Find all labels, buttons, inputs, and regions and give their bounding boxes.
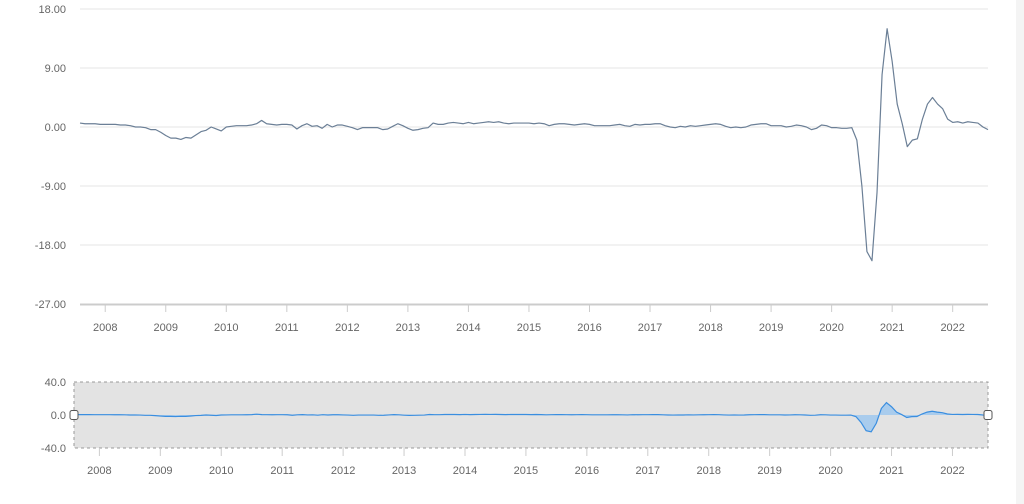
navigator-x-tick-label: 2022 bbox=[940, 465, 964, 477]
navigator-x-tick-label: 2021 bbox=[879, 465, 903, 477]
main-series bbox=[79, 28, 989, 262]
page-scrollbar-strip bbox=[1016, 0, 1024, 504]
x-tick-label: 2014 bbox=[456, 322, 480, 334]
navigator-x-tick-label: 2020 bbox=[818, 465, 842, 477]
navigator-x-tick-label: 2008 bbox=[87, 465, 111, 477]
y-tick-label: -9.00 bbox=[41, 181, 66, 193]
navigator-x-tick-label: 2012 bbox=[331, 465, 355, 477]
y-tick-label: 18.00 bbox=[38, 4, 66, 16]
navigator-right-handle[interactable] bbox=[983, 410, 993, 420]
x-tick-label: 2010 bbox=[214, 322, 238, 334]
navigator-x-tick-label: 2014 bbox=[453, 465, 477, 477]
x-tick-label: 2019 bbox=[759, 322, 783, 334]
main-y-axis: 18.00 9.00 0.00 -9.00 -18.00 -27.00 bbox=[35, 4, 66, 311]
x-tick-label: 2017 bbox=[638, 322, 662, 334]
x-tick-label: 2016 bbox=[577, 322, 601, 334]
navigator-x-tick-label: 2016 bbox=[575, 465, 599, 477]
navigator-x-tick-label: 2017 bbox=[636, 465, 660, 477]
x-tick-label: 2021 bbox=[880, 322, 904, 334]
x-tick-label: 2018 bbox=[698, 322, 722, 334]
x-tick-label: 2015 bbox=[517, 322, 541, 334]
navigator-handles[interactable] bbox=[69, 410, 993, 420]
navigator-series bbox=[73, 401, 989, 433]
navigator-y-tick-label: 0.0 bbox=[51, 410, 66, 422]
navigator-x-tick-label: 2011 bbox=[270, 465, 294, 477]
main-series-line bbox=[79, 28, 989, 262]
navigator-x-tick-label: 2015 bbox=[514, 465, 538, 477]
navigator-left-handle[interactable] bbox=[69, 410, 79, 420]
x-tick-label: 2020 bbox=[819, 322, 843, 334]
x-tick-label: 2012 bbox=[335, 322, 359, 334]
x-tick-label: 2011 bbox=[275, 322, 299, 334]
y-tick-label: -27.00 bbox=[35, 299, 66, 311]
main-x-axis: 2008 2009 2010 2011 2012 2013 2014 2015 2016 2017… bbox=[93, 305, 965, 334]
navigator-y-axis: 40.0 0.0 -40.0 bbox=[41, 377, 66, 455]
x-tick-label: 2022 bbox=[940, 322, 964, 334]
navigator-line bbox=[73, 401, 989, 433]
navigator-x-tick-label: 2010 bbox=[209, 465, 233, 477]
y-tick-label: 9.00 bbox=[45, 63, 66, 75]
y-tick-label: -18.00 bbox=[35, 240, 66, 252]
main-chart: 18.009.000.00-9.00-18.00-27.00 2008 2009 2… bbox=[35, 4, 989, 334]
navigator-y-tick-label: -40.0 bbox=[41, 443, 66, 455]
navigator-x-tick-label: 2019 bbox=[757, 465, 781, 477]
navigator-y-tick-label: 40.0 bbox=[45, 377, 66, 389]
navigator-x-tick-label: 2009 bbox=[148, 465, 172, 477]
navigator-chart[interactable]: 40.0 0.0 -40.0 2008 2009 2010 2011 2012 2013 201… bbox=[41, 377, 993, 477]
navigator-x-tick-label: 2018 bbox=[696, 465, 720, 477]
y-tick-label: 0.00 bbox=[45, 122, 66, 134]
navigator-x-tick-label: 2013 bbox=[392, 465, 416, 477]
x-tick-label: 2009 bbox=[154, 322, 178, 334]
x-tick-label: 2013 bbox=[396, 322, 420, 334]
x-tick-label: 2008 bbox=[93, 322, 117, 334]
main-gridlines bbox=[80, 8, 988, 306]
navigator-x-axis: 2008 2009 2010 2011 2012 2013 2014 2015 2016 2017… bbox=[87, 448, 965, 477]
